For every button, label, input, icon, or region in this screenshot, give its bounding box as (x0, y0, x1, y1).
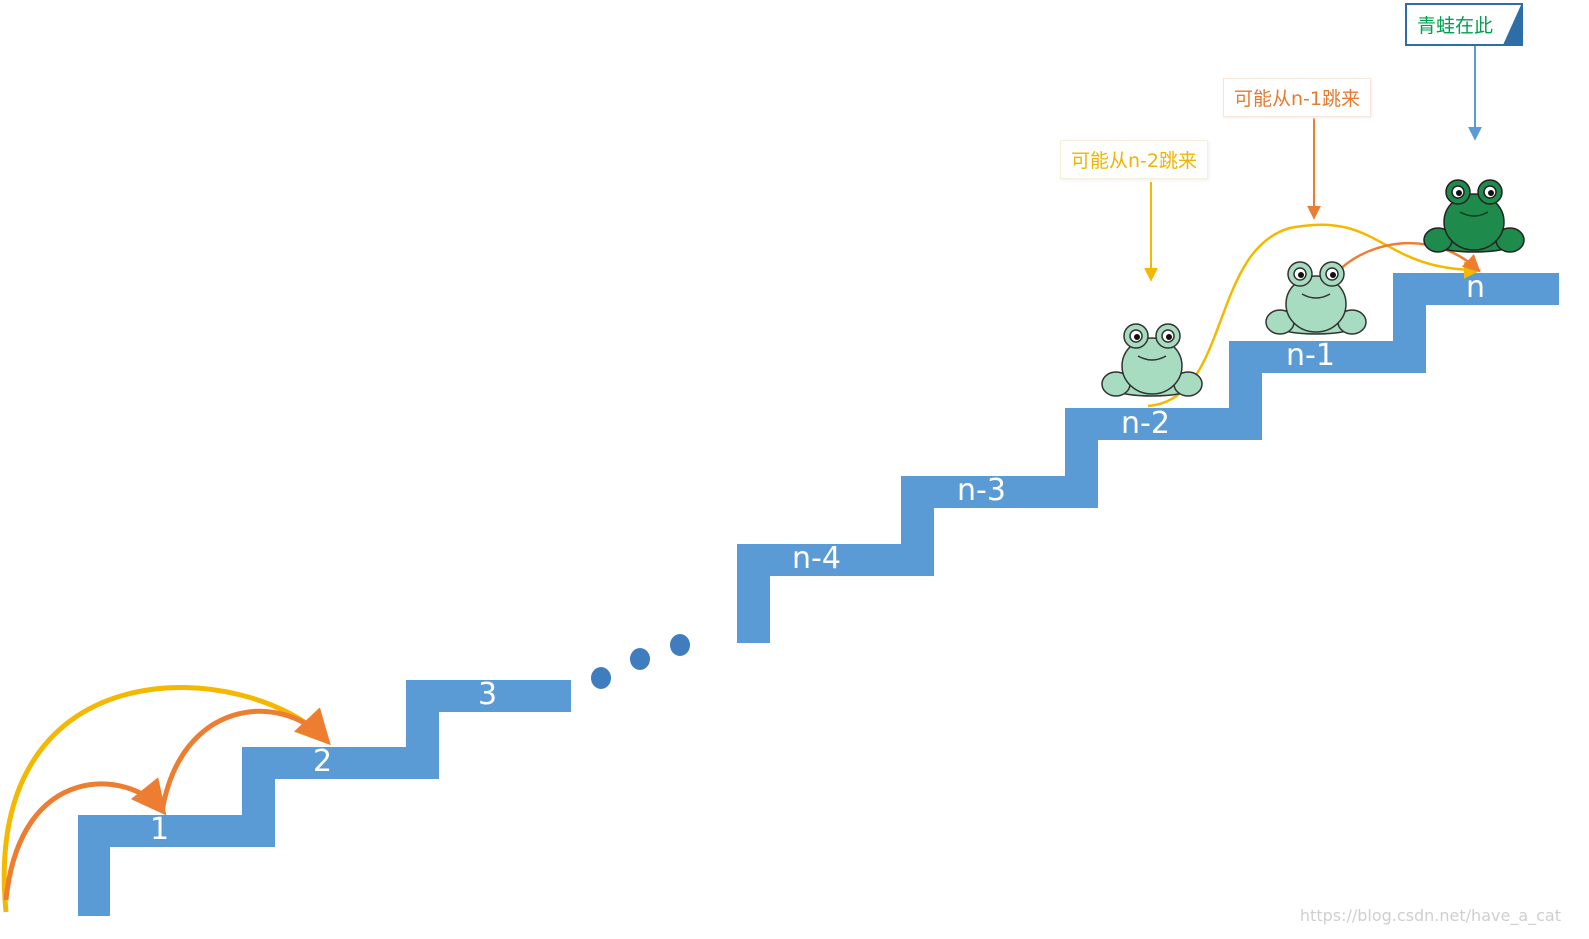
yellow-jump-arrow-ground-to-2 (1, 685, 331, 913)
note-frog-here-text: 青蛙在此 (1417, 15, 1494, 37)
note-from-n-1-text: 可能从n-1跳来 (1234, 88, 1360, 110)
ellipsis-dot (670, 634, 690, 656)
step-label-n-2: n-2 (1121, 406, 1170, 441)
ellipsis-dot (591, 667, 611, 689)
note-corner-fold-icon (1503, 5, 1522, 45)
step-label-1: 1 (150, 812, 170, 847)
step-label-n-4: n-4 (792, 541, 841, 576)
stair-tread-3 (406, 680, 571, 712)
step-label-2: 2 (313, 744, 333, 779)
frog-ghost-n-1 (1265, 261, 1367, 335)
step-label-3: 3 (478, 677, 498, 712)
ellipsis-dots (591, 634, 690, 689)
frog-current-n (1423, 179, 1525, 253)
note-frog-here: 青蛙在此 (1405, 3, 1524, 46)
ellipsis-dot (630, 648, 650, 670)
note-from-n-2-text: 可能从n-2跳来 (1071, 150, 1197, 172)
step-label-n-3: n-3 (957, 473, 1006, 508)
orange-jump-arrow-1-to-2 (159, 707, 331, 813)
frog-ghost-n-2 (1101, 323, 1203, 397)
step-label-n: n (1466, 270, 1486, 305)
note-from-n-2: 可能从n-2跳来 (1060, 140, 1208, 179)
yellow-jump-arrow-n-2-to-n (1147, 223, 1482, 408)
orange-jump-arrow-ground-to-1 (3, 777, 167, 901)
note-from-n-1: 可能从n-1跳来 (1223, 78, 1371, 117)
watermark: https://blog.csdn.net/have_a_cat (1299, 906, 1561, 925)
step-label-n-1: n-1 (1286, 338, 1335, 373)
